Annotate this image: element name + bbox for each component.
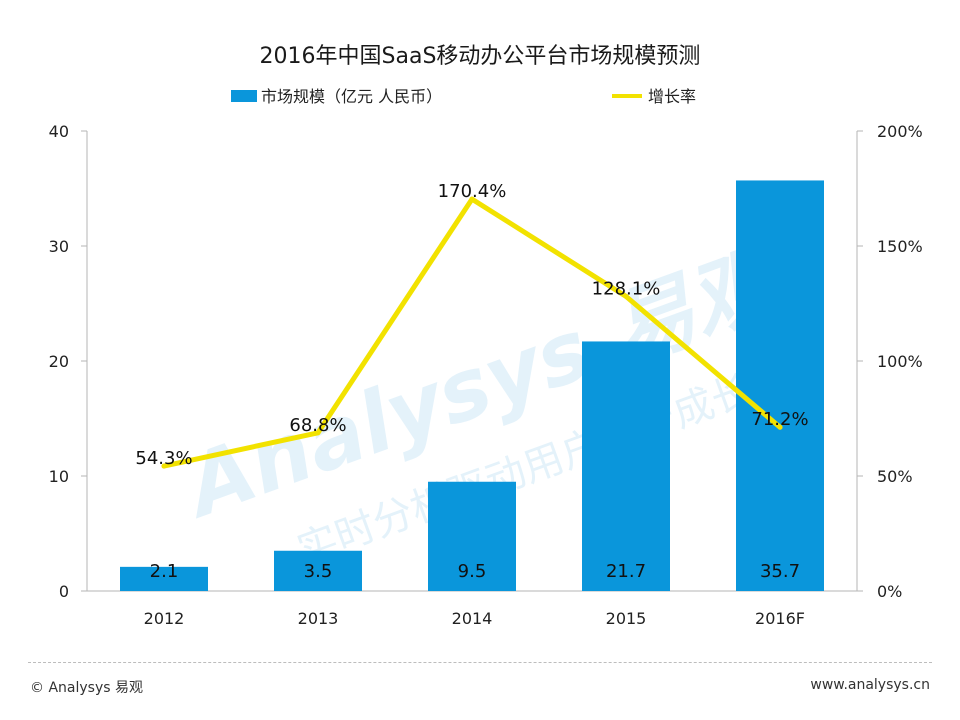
right-axis-tick-label: 150% (877, 237, 923, 256)
growth-rate-label: 170.4% (438, 181, 507, 202)
growth-rate-point-2014 (469, 196, 475, 202)
bar-series (120, 180, 824, 591)
growth-rate-label: 128.1% (592, 278, 661, 299)
chart-title: 2016年中国SaaS移动办公平台市场规模预测 (259, 44, 701, 69)
x-axis-tick-label: 2014 (452, 609, 493, 628)
x-axis-tick-label: 2012 (144, 609, 185, 628)
x-axis-tick-labels: 2012 2013 2014 2015 2016F (144, 609, 805, 628)
legend: 市场规模（亿元 人民币） 增长率 (231, 87, 696, 106)
growth-rate-label: 68.8% (289, 415, 346, 436)
right-axis-tick-label: 50% (877, 467, 913, 486)
growth-rate-point-2012 (161, 463, 167, 469)
bar-2014 (428, 481, 516, 591)
legend-bar-swatch (231, 90, 257, 102)
chart: Analysys 易观 实时分析驱动用户资产成长 市场规模（亿元 人民币） 增长… (49, 87, 923, 628)
right-axis-tick-label: 0% (877, 582, 902, 601)
bar-2015 (582, 341, 670, 591)
growth-rate-label: 71.2% (751, 409, 808, 430)
line-data-labels: 54.3% 68.8% 170.4% 128.1% 71.2% (135, 181, 808, 469)
growth-rate-point-2013 (315, 430, 321, 436)
growth-rate-point-2016F (777, 424, 783, 430)
left-axis-tick-label: 20 (49, 352, 69, 371)
bar-2012 (120, 566, 208, 591)
line-series (161, 196, 783, 469)
bar-2016F (736, 180, 824, 591)
left-axis-ticks: 0 10 20 30 40 (49, 122, 87, 601)
bar-2013 (274, 550, 362, 591)
growth-rate-label: 54.3% (135, 448, 192, 469)
bar-value-label: 35.7 (760, 561, 800, 582)
bar-value-label: 2.1 (150, 561, 179, 582)
x-axis-tick-label: 2016F (755, 609, 805, 628)
bar-value-label: 3.5 (304, 561, 333, 582)
footer-copyright: © Analysys 易观 (30, 680, 143, 696)
left-axis-tick-label: 0 (59, 582, 69, 601)
left-axis-tick-label: 10 (49, 467, 69, 486)
footer-divider (28, 662, 932, 663)
footer-website: www.analysys.cn (810, 677, 930, 693)
legend-bar-label: 市场规模（亿元 人民币） (261, 87, 442, 106)
right-axis-tick-label: 100% (877, 352, 923, 371)
bar-value-label: 21.7 (606, 561, 646, 582)
left-axis-tick-label: 40 (49, 122, 69, 141)
x-axis-tick-label: 2015 (606, 609, 647, 628)
legend-line-label: 增长率 (648, 87, 696, 106)
bar-value-label: 9.5 (458, 561, 487, 582)
x-axis-tick-label: 2013 (298, 609, 339, 628)
right-axis-ticks: 0% 50% 100% 150% 200% (857, 122, 923, 601)
left-axis-tick-label: 30 (49, 237, 69, 256)
growth-rate-point-2015 (623, 293, 629, 299)
right-axis-tick-label: 200% (877, 122, 923, 141)
bar-data-labels: 2.1 3.5 9.5 21.7 35.7 (150, 561, 800, 582)
